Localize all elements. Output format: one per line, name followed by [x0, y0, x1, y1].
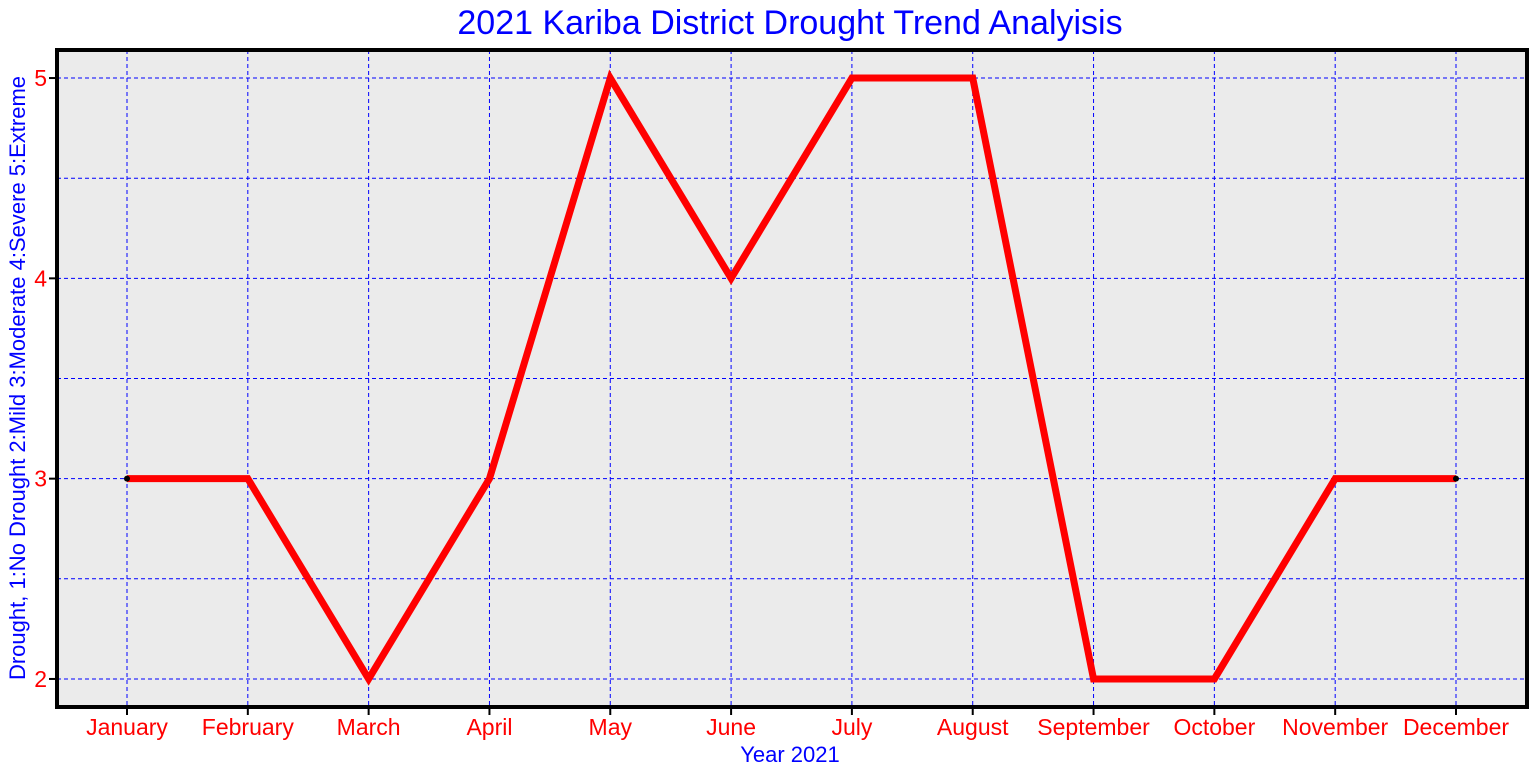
y-axis-label: Drought, 1:No Drought 2:Mild 3:Moderate … — [5, 76, 30, 680]
series-endpoint-marker — [124, 475, 130, 482]
y-tick-label: 2 — [34, 666, 47, 692]
y-tick-label: 5 — [34, 65, 47, 91]
series-layer — [124, 69, 1459, 686]
x-axis-label: Year 2021 — [740, 742, 840, 767]
x-tick-label: January — [86, 714, 168, 740]
x-tick-label: February — [202, 714, 295, 740]
y-tick-labels: 2 3 4 5 — [34, 65, 57, 692]
series-line — [127, 69, 1456, 686]
x-tick-label: April — [466, 714, 512, 740]
x-tick-label: July — [831, 714, 872, 740]
x-tick-label: August — [937, 714, 1009, 740]
chart-title: 2021 Kariba District Drought Trend Analy… — [457, 4, 1122, 42]
y-tick-label: 4 — [34, 265, 47, 291]
x-tick-label: December — [1403, 714, 1509, 740]
x-tick-label: November — [1282, 714, 1388, 740]
y-tick-label: 3 — [34, 466, 47, 492]
x-tick-label: May — [589, 714, 633, 740]
x-tick-labels: January February March April May June July Augu… — [86, 707, 1509, 740]
x-tick-label: September — [1037, 714, 1150, 740]
x-tick-label: October — [1173, 714, 1255, 740]
x-tick-label: March — [337, 714, 401, 740]
x-tick-label: June — [706, 714, 756, 740]
plot-frame — [55, 48, 1529, 709]
series-endpoint-marker — [1453, 475, 1459, 482]
